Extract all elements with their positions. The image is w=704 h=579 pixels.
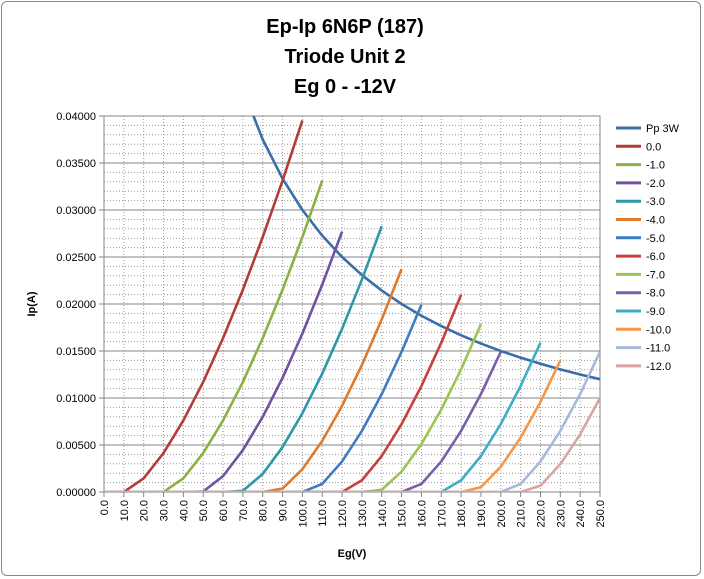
series-line--4_0	[104, 268, 403, 492]
series-line--7_0	[104, 323, 483, 492]
x-tick-label: 50.0	[198, 500, 210, 521]
legend-label: -2.0	[646, 178, 665, 190]
series-line--2_0	[104, 231, 344, 492]
series-line--5_0	[104, 304, 423, 492]
x-tick-label: 20.0	[139, 500, 151, 521]
y-tick-label: 0.04000	[56, 111, 96, 123]
legend-label: -11.0	[646, 343, 670, 355]
legend-label: -9.0	[646, 306, 665, 318]
y-tick-label: 0.03500	[56, 158, 96, 170]
x-tick-label: 240.0	[575, 500, 587, 528]
x-tick-label: 80.0	[258, 500, 270, 521]
x-tick-label: 40.0	[178, 500, 190, 521]
chart-title-line-2: Triode Unit 2	[284, 46, 406, 68]
y-tick-label: 0.02500	[56, 252, 96, 264]
legend-label: Pp 3W	[646, 123, 680, 135]
y-axis-title: Ip(A)	[26, 291, 38, 316]
series-line--1_0	[104, 180, 324, 492]
x-tick-label: 100.0	[297, 500, 309, 528]
x-tick-label: 90.0	[278, 500, 290, 521]
y-tick-label: 0.00500	[56, 440, 96, 452]
y-tick-label: 0.01000	[56, 393, 96, 405]
series-line-0_0	[104, 120, 304, 492]
legend-label: -1.0	[646, 160, 665, 172]
x-axis-title: Eg(V)	[338, 548, 367, 560]
x-tick-label: 130.0	[357, 500, 369, 528]
x-tick-label: 10.0	[119, 500, 131, 521]
y-tick-label: 0.00000	[56, 487, 96, 499]
x-tick-label: 30.0	[159, 500, 171, 521]
legend-label: -12.0	[646, 361, 671, 373]
x-tick-label: 110.0	[317, 500, 329, 527]
x-tick-label: 210.0	[516, 500, 528, 528]
y-tick-label: 0.01500	[56, 346, 96, 358]
series-line--6_0	[104, 294, 463, 492]
x-tick-label: 120.0	[337, 500, 349, 528]
x-tick-label: 230.0	[555, 500, 567, 528]
legend-label: -3.0	[646, 196, 665, 208]
y-tick-label: 0.02000	[56, 299, 96, 311]
legend-label: -7.0	[646, 269, 665, 281]
x-tick-label: 150.0	[397, 500, 409, 528]
legend-label: -8.0	[646, 288, 665, 300]
legend-label: -6.0	[646, 251, 665, 263]
x-tick-label: 60.0	[218, 500, 230, 521]
series-line--8_0	[104, 351, 502, 492]
x-tick-label: 200.0	[496, 500, 508, 528]
legend-label: -5.0	[646, 233, 665, 245]
y-tick-label: 0.03000	[56, 205, 96, 217]
chart-title-line-3: Eg 0 - -12V	[293, 76, 397, 98]
series-line-Pp3W	[252, 116, 600, 381]
series-group	[104, 116, 600, 492]
series-line--9_0	[104, 342, 542, 492]
legend-label: 0.0	[646, 141, 661, 153]
x-tick-label: 140.0	[377, 500, 389, 528]
x-tick-label: 160.0	[416, 500, 428, 528]
x-tick-label: 0.0	[99, 500, 111, 515]
x-tick-label: 70.0	[238, 500, 250, 521]
x-tick-label: 180.0	[456, 500, 468, 528]
x-tick-label: 170.0	[436, 500, 448, 528]
x-tick-label: 250.0	[595, 500, 607, 528]
x-tick-label: 220.0	[535, 500, 547, 528]
chart-title-line-1: Ep-Ip 6N6P (187)	[266, 16, 424, 38]
series-line--11_0	[104, 351, 600, 492]
series-line--10_0	[104, 360, 562, 492]
x-tick-label: 190.0	[476, 500, 488, 528]
legend-label: -10.0	[646, 324, 671, 336]
legend-label: -4.0	[646, 215, 665, 227]
